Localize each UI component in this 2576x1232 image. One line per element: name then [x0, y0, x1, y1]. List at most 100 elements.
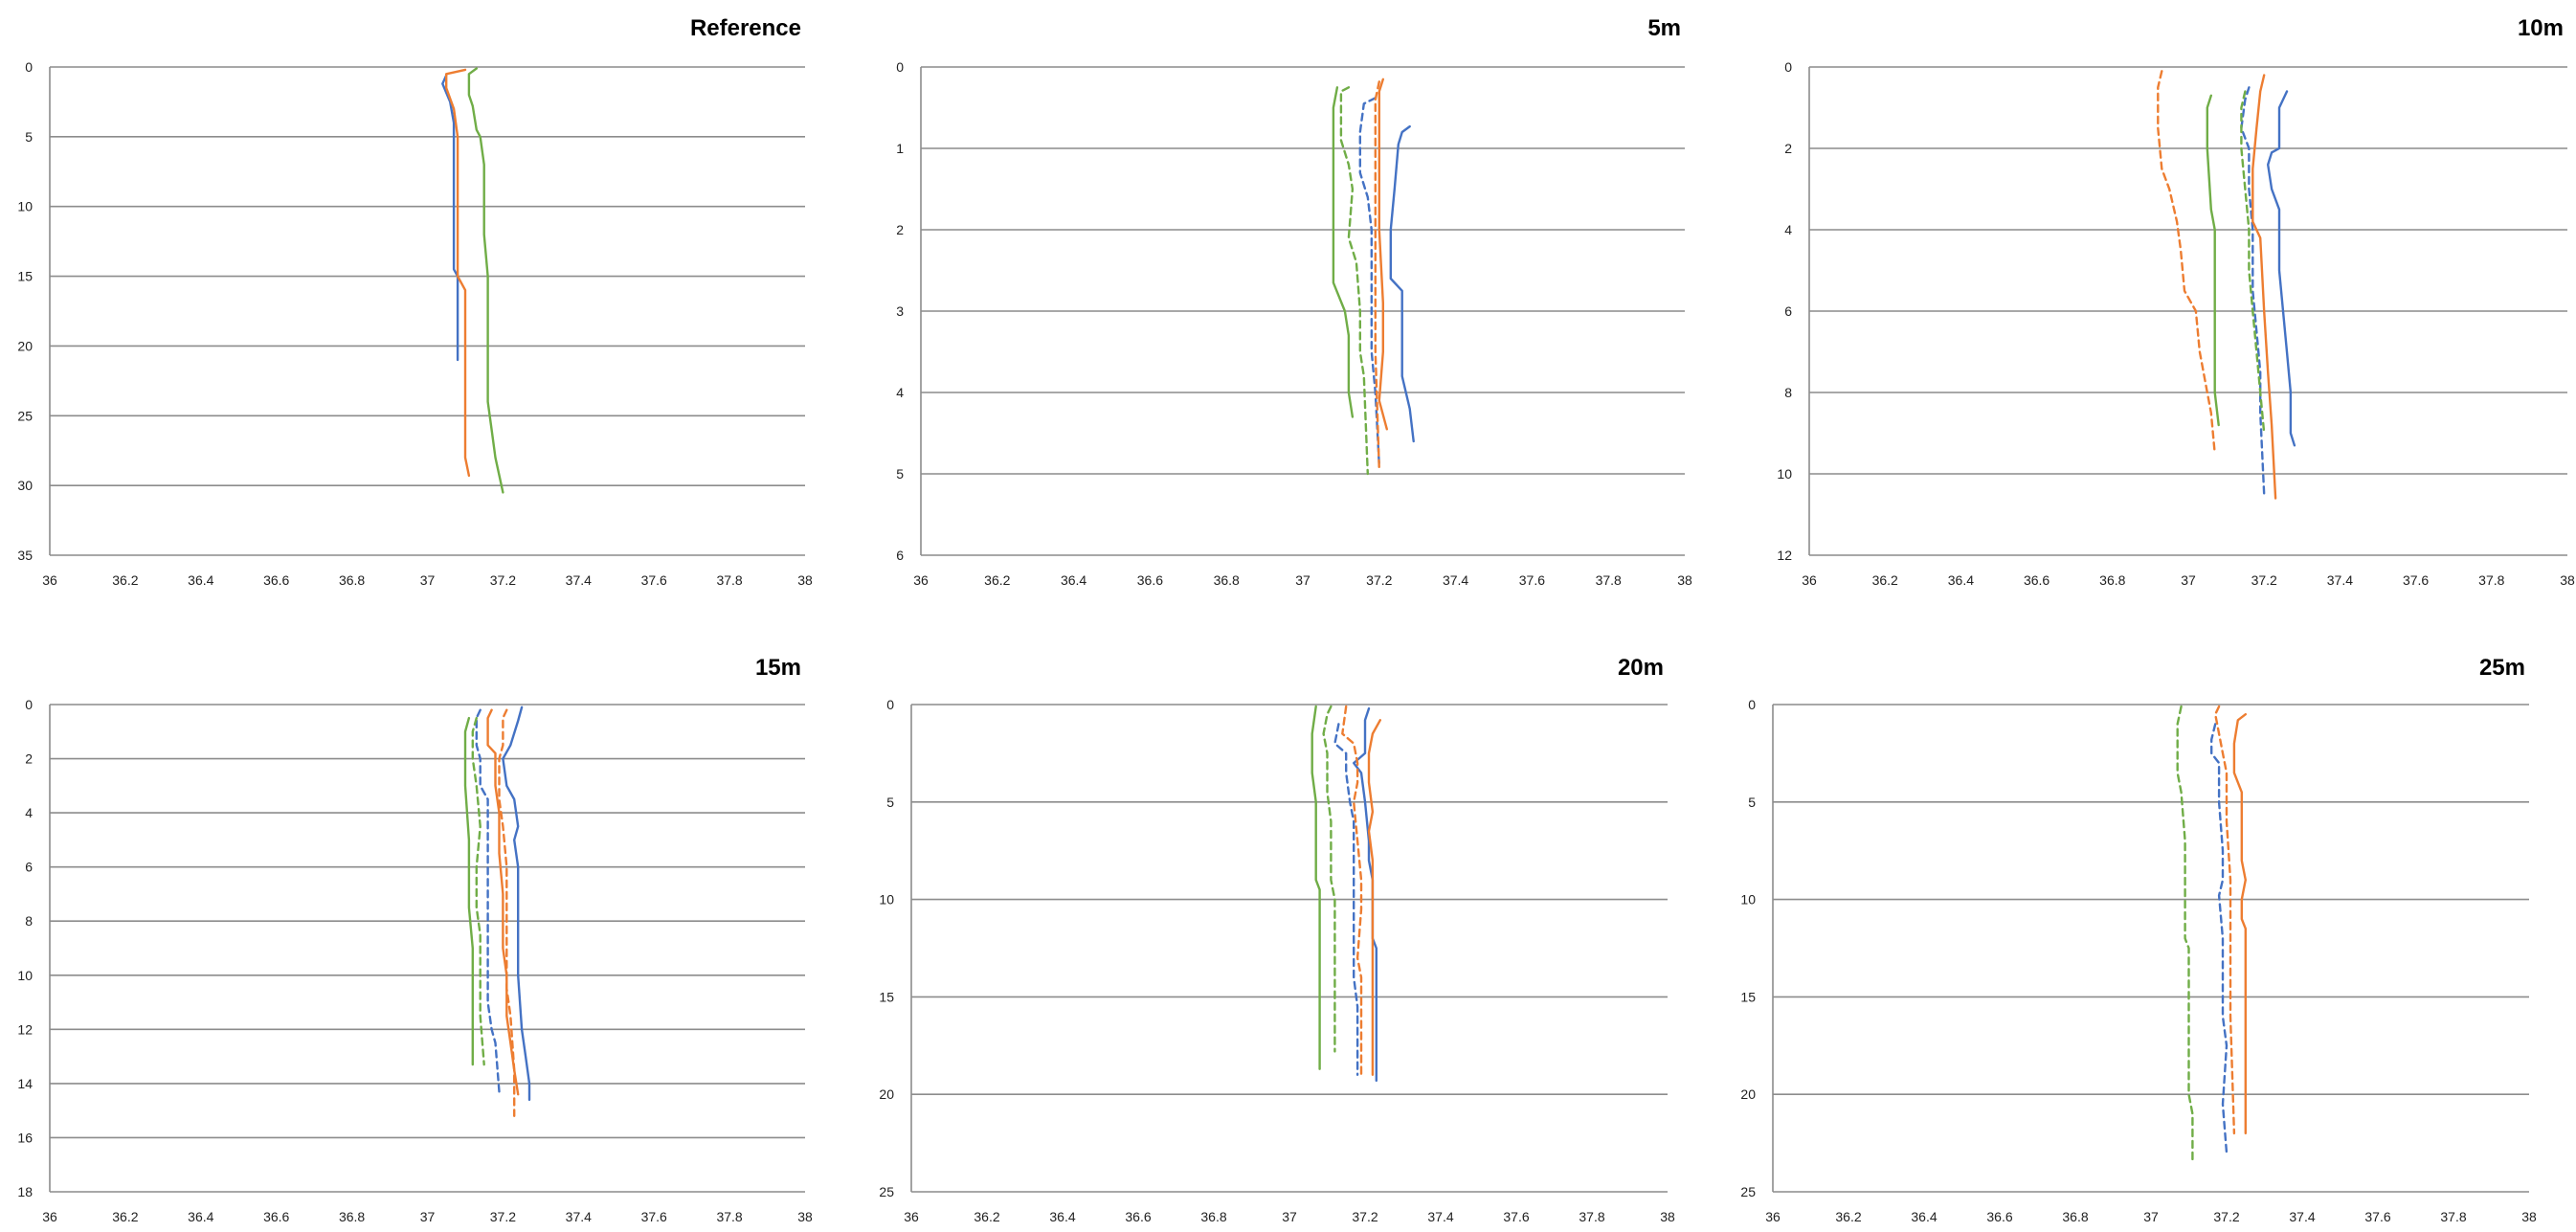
x-tick-label: 36.8 [2062, 1209, 2088, 1224]
x-tick-label: 37.6 [2364, 1209, 2390, 1224]
x-tick-label: 37.4 [1427, 1209, 1453, 1224]
y-tick-label: 25 [879, 1184, 894, 1199]
series-line-green-dashed [2240, 90, 2266, 435]
y-tick-label: 1 [896, 141, 904, 156]
series-line-blue-dashed [1358, 97, 1381, 467]
x-tick-label: 37 [2181, 572, 2196, 588]
y-tick-label: 10 [1777, 466, 1792, 482]
x-tick-label: 37 [420, 1209, 436, 1224]
chart-title: Reference [690, 15, 801, 41]
x-tick-label: 37.2 [2251, 572, 2277, 588]
chart-title: 20m [1618, 655, 1664, 681]
chart-panel-4: 0 5 10 15 20 25 36 36.2 36.4 36.6 36.8 37 37.2 37.4 37… [879, 655, 1675, 1224]
x-tick-label: 36.8 [1200, 1209, 1226, 1224]
series-line-orange-solid [486, 708, 520, 1096]
y-tick-label: 15 [1740, 989, 1756, 1004]
series-line-orange-solid [1367, 719, 1382, 1077]
chart-panel-0: 0 5 10 15 20 25 30 35 36 36.2 36.4 36.6 36.8 37 37.2 37… [17, 15, 813, 588]
x-tick-label: 37.4 [566, 1209, 592, 1224]
series-line-green-dashed [471, 716, 485, 1066]
y-tick-label: 5 [896, 466, 904, 482]
y-tick-label: 15 [879, 989, 894, 1004]
x-tick-label: 37 [1282, 1209, 1297, 1224]
x-tick-label: 37.2 [1366, 572, 1392, 588]
series-line-orange-solid [1378, 78, 1389, 431]
y-tick-label: 18 [17, 1184, 33, 1199]
x-tick-label: 37.2 [490, 572, 516, 588]
x-tick-label: 36 [42, 1209, 57, 1224]
x-tick-label: 36.8 [2099, 572, 2125, 588]
x-tick-label: 37.8 [1579, 1209, 1604, 1224]
chart-panel-2: 0 2 4 6 8 10 12 36 36.2 36.4 36.6 36.8 37 37.2 37.4 37.… [1777, 15, 2575, 588]
y-tick-label: 8 [25, 913, 33, 929]
y-tick-label: 6 [896, 548, 904, 563]
x-tick-label: 37.8 [1596, 572, 1622, 588]
y-tick-label: 10 [879, 892, 894, 907]
x-tick-label: 37.2 [1352, 1209, 1378, 1224]
series-line-orange-dashed [1341, 705, 1363, 1077]
x-tick-label: 37.8 [2478, 572, 2504, 588]
x-tick-label: 36.2 [112, 1209, 138, 1224]
y-tick-label: 5 [1748, 795, 1756, 810]
series-line-blue-solid [1389, 124, 1415, 443]
x-tick-label: 38 [2521, 1209, 2537, 1224]
y-tick-label: 16 [17, 1130, 33, 1145]
series-line-green-dashed [1339, 86, 1370, 476]
series-line-blue-dashed [2240, 86, 2266, 496]
x-tick-label: 36.4 [188, 1209, 213, 1224]
y-tick-label: 6 [25, 860, 33, 875]
x-tick-label: 37.8 [2440, 1209, 2466, 1224]
series-line-orange-solid [2232, 713, 2248, 1135]
series-line-orange-dashed [2157, 70, 2216, 455]
y-tick-label: 25 [17, 408, 33, 423]
y-tick-label: 0 [25, 59, 33, 75]
x-tick-label: 36.4 [1061, 572, 1086, 588]
x-tick-label: 37.6 [1519, 572, 1545, 588]
x-tick-label: 36.4 [1911, 1209, 1937, 1224]
y-tick-label: 20 [17, 338, 33, 353]
x-tick-label: 36 [42, 572, 57, 588]
chart-panel-1: 0 1 2 3 4 5 6 36 36.2 36.4 36.6 36.8 37 37.2 37.4 37.6 3… [896, 15, 1692, 588]
y-tick-label: 35 [17, 548, 33, 563]
chart-title: 5m [1647, 15, 1681, 41]
chart-title: 10m [2518, 15, 2564, 41]
chart-title: 25m [2479, 655, 2525, 681]
x-tick-label: 36 [1802, 572, 1817, 588]
x-tick-label: 36.2 [984, 572, 1010, 588]
x-tick-label: 36.6 [1986, 1209, 2012, 1224]
y-tick-label: 2 [25, 751, 33, 767]
x-tick-label: 36 [904, 1209, 919, 1224]
y-tick-label: 14 [17, 1076, 33, 1091]
series-line-green-solid [467, 67, 504, 494]
x-tick-label: 37.4 [1443, 572, 1468, 588]
y-tick-label: 4 [896, 385, 904, 400]
x-tick-label: 38 [2560, 572, 2575, 588]
y-tick-label: 0 [1748, 697, 1756, 712]
x-tick-label: 36.2 [1835, 1209, 1861, 1224]
y-tick-label: 10 [17, 968, 33, 983]
chart-panel-5: 0 5 10 15 20 25 36 36.2 36.4 36.6 36.8 37 37.2 37.4 37… [1740, 655, 2537, 1224]
x-tick-label: 36.2 [1872, 572, 1898, 588]
x-tick-label: 37.4 [2327, 572, 2353, 588]
x-tick-label: 36.2 [112, 572, 138, 588]
x-tick-label: 37 [1295, 572, 1310, 588]
y-tick-label: 30 [17, 478, 33, 493]
y-tick-label: 0 [25, 697, 33, 712]
x-tick-label: 36 [1765, 1209, 1781, 1224]
x-tick-label: 37.8 [716, 572, 742, 588]
y-tick-label: 0 [896, 59, 904, 75]
x-tick-label: 37.6 [641, 1209, 667, 1224]
x-tick-label: 38 [797, 1209, 813, 1224]
x-tick-label: 36.4 [1049, 1209, 1075, 1224]
x-tick-label: 36.6 [1137, 572, 1163, 588]
y-tick-label: 20 [879, 1086, 894, 1102]
x-tick-label: 36.6 [263, 1209, 289, 1224]
series-line-orange-solid [445, 68, 471, 478]
y-tick-label: 15 [17, 269, 33, 284]
x-tick-label: 36.6 [263, 572, 289, 588]
x-tick-label: 36.6 [2024, 572, 2050, 588]
x-tick-label: 36.8 [339, 572, 365, 588]
series-line-green-dashed [2176, 705, 2194, 1164]
chart-title: 15m [755, 655, 801, 681]
